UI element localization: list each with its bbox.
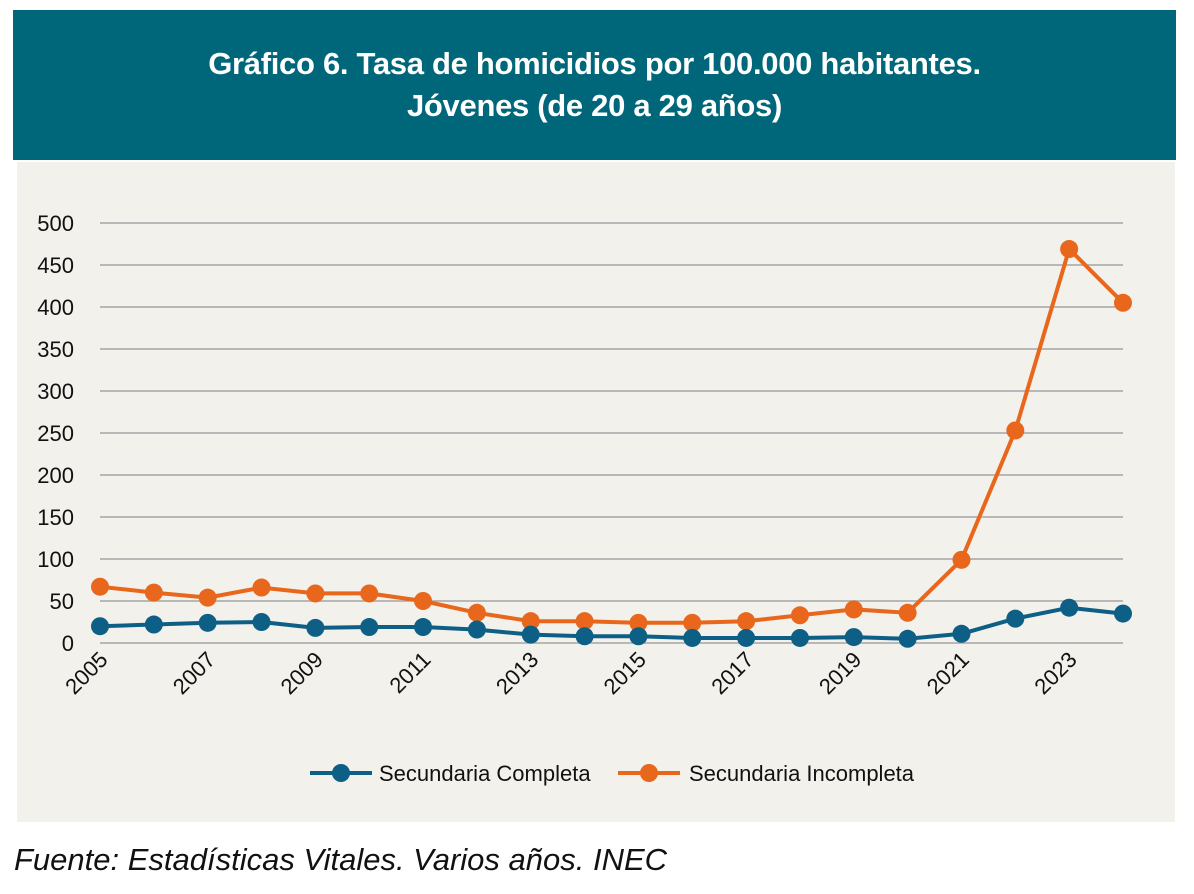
y-tick-label: 0 bbox=[62, 631, 74, 656]
data-point bbox=[1006, 421, 1025, 440]
data-point bbox=[898, 603, 917, 622]
data-point bbox=[414, 618, 433, 637]
series-secundaria-incompleta bbox=[91, 240, 1132, 632]
data-point bbox=[252, 578, 271, 597]
data-point bbox=[1006, 609, 1025, 628]
y-tick-label: 300 bbox=[37, 379, 74, 404]
x-tick-label: 2013 bbox=[491, 647, 543, 699]
grid-lines bbox=[100, 222, 1123, 644]
legend-label: Secundaria Completa bbox=[379, 761, 591, 786]
data-point bbox=[629, 627, 648, 646]
y-tick-label: 500 bbox=[37, 211, 74, 236]
chart-title-line-2: Jóvenes (de 20 a 29 años) bbox=[406, 88, 783, 123]
data-point bbox=[1114, 293, 1132, 312]
data-point bbox=[952, 550, 971, 569]
data-point bbox=[521, 625, 540, 644]
y-tick-label: 250 bbox=[37, 421, 74, 446]
data-point bbox=[144, 583, 163, 602]
data-point bbox=[198, 613, 217, 632]
data-point bbox=[683, 628, 702, 647]
data-point bbox=[467, 620, 486, 639]
data-point bbox=[91, 577, 109, 596]
x-tick-label: 2017 bbox=[706, 647, 758, 699]
data-point bbox=[360, 618, 379, 637]
legend-marker bbox=[640, 764, 658, 782]
y-tick-label: 200 bbox=[37, 463, 74, 488]
x-tick-label: 2009 bbox=[276, 647, 328, 699]
chart-panel: 0 50 100 150 200 250 300 350 400 450 500 2005 2007 2… bbox=[17, 162, 1175, 822]
data-point bbox=[790, 628, 809, 647]
y-axis-ticks: 0 50 100 150 200 250 300 350 400 450 500 bbox=[37, 211, 74, 656]
y-tick-label: 350 bbox=[37, 337, 74, 362]
legend: Secundaria Completa Secundaria Incompleta bbox=[310, 761, 915, 786]
data-point bbox=[844, 600, 863, 619]
legend-secundaria-incompleta: Secundaria Incompleta bbox=[618, 761, 915, 786]
data-point bbox=[844, 628, 863, 647]
data-point bbox=[898, 629, 917, 648]
data-point bbox=[683, 613, 702, 632]
data-point bbox=[1060, 240, 1079, 259]
data-point bbox=[91, 617, 109, 636]
series-line bbox=[99, 247, 1125, 625]
chart-title-line-1: Gráfico 6. Tasa de homicidios por 100.00… bbox=[208, 46, 981, 81]
x-tick-label: 2021 bbox=[922, 647, 974, 699]
data-point bbox=[306, 584, 325, 603]
x-tick-label: 2011 bbox=[384, 647, 435, 698]
y-tick-label: 150 bbox=[37, 505, 74, 530]
series-layer bbox=[91, 240, 1132, 648]
x-tick-label: 2015 bbox=[599, 647, 651, 699]
data-point bbox=[252, 613, 271, 631]
source-note: Fuente: Estadísticas Vitales. Varios año… bbox=[14, 842, 668, 877]
data-point bbox=[790, 606, 809, 625]
x-tick-label: 2019 bbox=[814, 647, 866, 699]
data-point bbox=[414, 592, 433, 610]
legend-marker bbox=[332, 764, 350, 782]
x-axis-ticks: 2005 2007 2009 2011 2013 2015 2017 2019 2021 2023 bbox=[60, 647, 1081, 699]
data-point bbox=[737, 628, 756, 647]
data-point bbox=[360, 584, 379, 603]
data-point bbox=[1114, 604, 1132, 623]
data-point bbox=[737, 612, 756, 631]
y-tick-label: 450 bbox=[37, 253, 74, 278]
y-tick-label: 100 bbox=[37, 547, 74, 572]
x-tick-label: 2023 bbox=[1029, 647, 1081, 699]
chart-title-banner: Gráfico 6. Tasa de homicidios por 100.00… bbox=[13, 10, 1176, 160]
data-point bbox=[306, 618, 325, 637]
data-point bbox=[521, 612, 540, 631]
y-tick-label: 400 bbox=[37, 295, 74, 320]
data-point bbox=[467, 603, 486, 622]
legend-label: Secundaria Incompleta bbox=[689, 761, 915, 786]
y-tick-label: 50 bbox=[50, 589, 74, 614]
legend-secundaria-completa: Secundaria Completa bbox=[310, 761, 591, 786]
data-point bbox=[198, 588, 217, 607]
data-point bbox=[629, 613, 648, 632]
data-point bbox=[144, 615, 163, 634]
series-secundaria-completa bbox=[91, 598, 1132, 648]
data-point bbox=[1060, 598, 1079, 617]
data-point bbox=[575, 612, 594, 631]
x-tick-label: 2007 bbox=[168, 647, 220, 699]
data-point bbox=[575, 627, 594, 646]
data-point bbox=[952, 624, 971, 643]
